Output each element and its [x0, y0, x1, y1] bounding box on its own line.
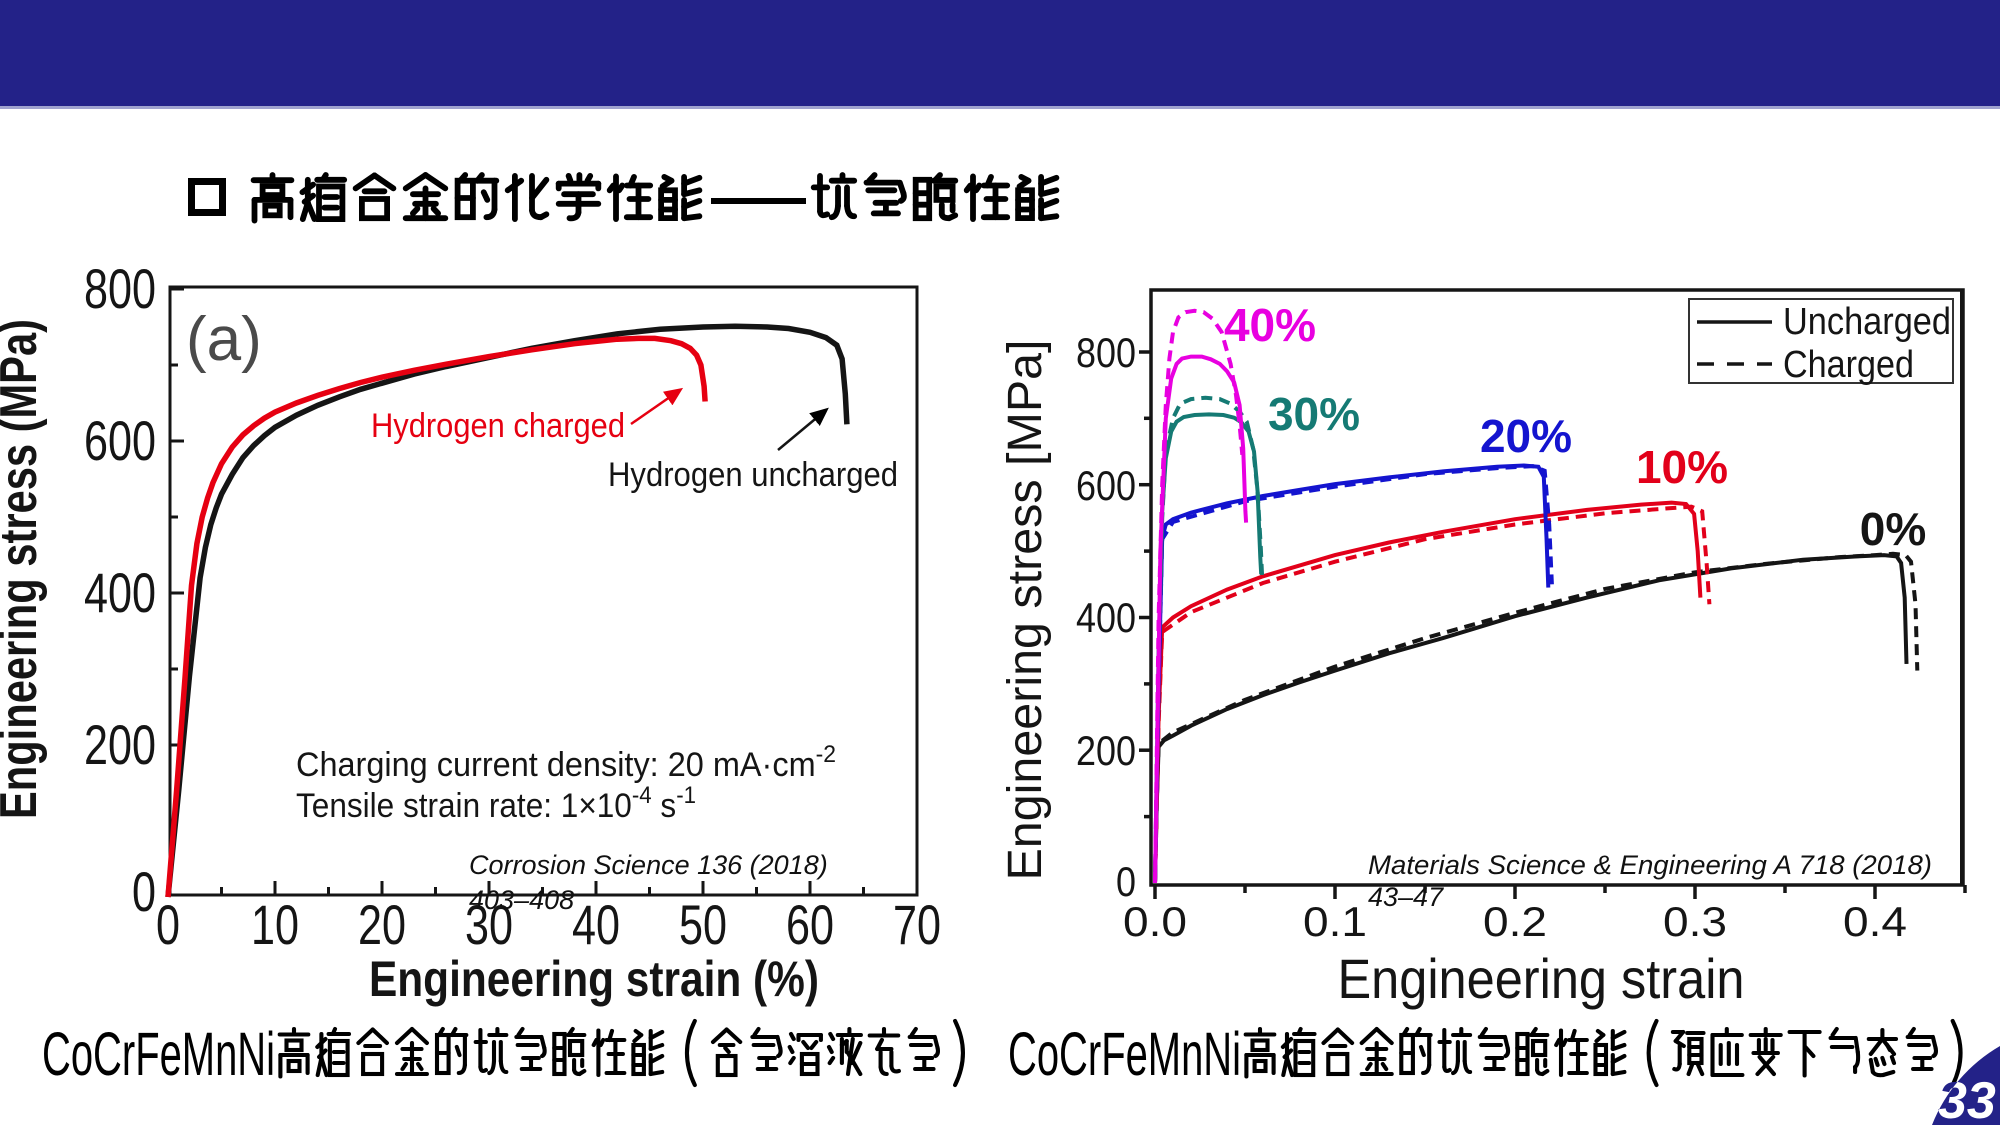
svg-text:Engineering strain: Engineering strain	[1338, 947, 1745, 1010]
svg-text:50: 50	[679, 893, 727, 956]
svg-text:40%: 40%	[1224, 299, 1316, 351]
svg-text:200: 200	[84, 713, 156, 776]
svg-text:400: 400	[84, 561, 156, 624]
svg-text:CoCrFeMnNi: CoCrFeMnNi	[42, 1020, 275, 1088]
svg-text:Tensile strain rate: 1×10-4 s-: Tensile strain rate: 1×10-4 s-1	[296, 782, 696, 825]
svg-text:Engineering stress [MPa]: Engineering stress [MPa]	[999, 340, 1052, 881]
svg-text:20%: 20%	[1480, 410, 1572, 462]
svg-text:0.3: 0.3	[1663, 898, 1727, 945]
svg-text:33: 33	[1938, 1072, 1996, 1125]
svg-text:Corrosion Science 136 (2018): Corrosion Science 136 (2018)	[469, 850, 828, 880]
svg-text:Uncharged: Uncharged	[1783, 301, 1951, 343]
svg-text:CoCrFeMnNi: CoCrFeMnNi	[1008, 1020, 1241, 1088]
svg-text:10%: 10%	[1636, 441, 1728, 493]
svg-text:Charged: Charged	[1783, 344, 1914, 386]
svg-text:Hydrogen charged: Hydrogen charged	[371, 407, 625, 445]
svg-text:0: 0	[132, 860, 156, 923]
svg-text:20: 20	[358, 893, 406, 956]
svg-text:60: 60	[786, 893, 834, 956]
svg-text:600: 600	[84, 409, 156, 472]
svg-text:(a): (a)	[186, 305, 262, 374]
svg-text:800: 800	[84, 257, 156, 320]
svg-text:30%: 30%	[1268, 388, 1360, 440]
svg-text:Charging current density: 20 m: Charging current density: 20 mA·cm-2	[296, 741, 836, 784]
svg-text:10: 10	[251, 893, 299, 956]
svg-text:0.4: 0.4	[1843, 898, 1907, 945]
svg-text:Materials Science & Engineerin: Materials Science & Engineering A 718 (2…	[1368, 850, 1932, 880]
svg-text:Engineering stress (MPa): Engineering stress (MPa)	[0, 319, 48, 819]
svg-text:30: 30	[465, 893, 513, 956]
svg-text:0%: 0%	[1860, 503, 1926, 555]
svg-text:0: 0	[1116, 858, 1136, 905]
svg-text:70: 70	[893, 893, 941, 956]
svg-text:400: 400	[1076, 594, 1136, 641]
svg-text:0.0: 0.0	[1123, 898, 1187, 945]
svg-text:0: 0	[156, 893, 180, 956]
svg-text:600: 600	[1076, 462, 1136, 509]
svg-text:0.1: 0.1	[1303, 898, 1367, 945]
svg-text:Engineering strain (%): Engineering strain (%)	[369, 951, 819, 1007]
svg-text:43–47: 43–47	[1368, 882, 1444, 912]
svg-text:0.2: 0.2	[1483, 898, 1547, 945]
svg-text:800: 800	[1076, 329, 1136, 376]
svg-text:Hydrogen uncharged: Hydrogen uncharged	[608, 456, 898, 494]
svg-text:403–408: 403–408	[469, 885, 574, 915]
svg-text:200: 200	[1076, 727, 1136, 774]
svg-text:40: 40	[572, 893, 620, 956]
